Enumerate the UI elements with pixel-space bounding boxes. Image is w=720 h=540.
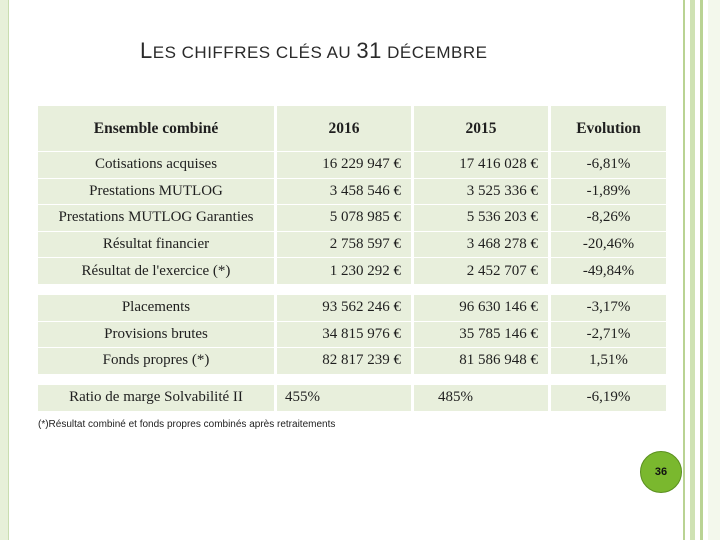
- table-row: Cotisations acquises 16 229 947 €17 416 0…: [38, 152, 666, 179]
- value-evolution: -1,89%: [551, 178, 666, 206]
- value-evolution: -8,26%: [551, 205, 666, 232]
- table-row: Résultat de l'exercice (*) 1 230 292 €2 4…: [38, 258, 666, 285]
- left-frame-border: [0, 0, 9, 540]
- row-label: Cotisations acquises: [38, 152, 274, 179]
- title-text: DÉCEMBRE: [381, 43, 488, 62]
- value-evolution: -20,46%: [551, 231, 666, 259]
- value-2016: 455%: [277, 385, 411, 412]
- header-evolution: Evolution: [551, 106, 666, 152]
- table-group-c: Ratio de marge Solvabilité II 455% 485% -6,…: [35, 385, 669, 412]
- header-2015: 2015: [414, 106, 548, 152]
- value-2016: 5 078 985 €: [277, 205, 411, 232]
- value-evolution: -6,81%: [551, 152, 666, 179]
- value-2016: 1 230 292 €: [277, 258, 411, 285]
- header-label: Ensemble combiné: [38, 106, 274, 152]
- row-label: Ratio de marge Solvabilité II: [38, 385, 274, 412]
- row-label: Prestations MUTLOG: [38, 178, 274, 206]
- value-2015: 3 525 336 €: [414, 178, 548, 206]
- value-2015: 17 416 028 €: [414, 152, 548, 179]
- value-2016: 2 758 597 €: [277, 231, 411, 259]
- table-header: Ensemble combiné 2016 2015 Evolution: [35, 106, 669, 152]
- value-2015: 35 785 146 €: [414, 321, 548, 349]
- value-2016: 16 229 947 €: [277, 152, 411, 179]
- value-2016: 82 817 239 €: [277, 348, 411, 375]
- value-2015: 81 586 948 €: [414, 348, 548, 375]
- row-label: Prestations MUTLOG Garanties: [38, 205, 274, 232]
- table-group-a: Cotisations acquises 16 229 947 €17 416 0…: [35, 152, 669, 285]
- row-label: Fonds propres (*): [38, 348, 274, 375]
- right-frame-band: [708, 0, 720, 540]
- slide-title: LES CHIFFRES CLÉS AU 31 DÉCEMBRE: [140, 38, 660, 64]
- value-2016: 34 815 976 €: [277, 321, 411, 349]
- value-2015: 96 630 146 €: [414, 295, 548, 322]
- value-2015: 485%: [414, 385, 548, 412]
- value-evolution: -49,84%: [551, 258, 666, 285]
- row-label: Résultat de l'exercice (*): [38, 258, 274, 285]
- right-frame-line: [700, 0, 703, 540]
- table-row: Prestations MUTLOG Garanties 5 078 985 €5…: [38, 205, 666, 232]
- table-row: Fonds propres (*) 82 817 239 €81 586 948 …: [38, 348, 666, 375]
- value-2016: 93 562 246 €: [277, 295, 411, 322]
- title-text: ES CHIFFRES CLÉS AU: [152, 43, 357, 62]
- table-row: Ratio de marge Solvabilité II 455% 485% -6,…: [38, 385, 666, 412]
- value-evolution: -2,71%: [551, 321, 666, 349]
- value-evolution: -3,17%: [551, 295, 666, 322]
- title-number: 31: [356, 38, 382, 63]
- table-row: Résultat financier 2 758 597 €3 468 278 €…: [38, 231, 666, 259]
- table-row: Placements 93 562 246 €96 630 146 € -3,17%: [38, 295, 666, 322]
- value-2015: 5 536 203 €: [414, 205, 548, 232]
- row-label: Placements: [38, 295, 274, 322]
- header-2016: 2016: [277, 106, 411, 152]
- value-evolution: 1,51%: [551, 348, 666, 375]
- value-2015: 3 468 278 €: [414, 231, 548, 259]
- value-2016: 3 458 546 €: [277, 178, 411, 206]
- right-frame-line: [683, 0, 685, 540]
- row-label: Résultat financier: [38, 231, 274, 259]
- value-evolution: -6,19%: [551, 385, 666, 412]
- title-initial: L: [140, 38, 153, 63]
- right-frame-line: [690, 0, 695, 540]
- value-2015: 2 452 707 €: [414, 258, 548, 285]
- footnote: (*)Résultat combiné et fonds propres com…: [38, 419, 336, 430]
- row-label: Provisions brutes: [38, 321, 274, 349]
- table-row: Provisions brutes 34 815 976 €35 785 146 …: [38, 321, 666, 349]
- table-row: Prestations MUTLOG 3 458 546 €3 525 336 €…: [38, 178, 666, 206]
- page-number-badge: 36: [640, 451, 682, 493]
- table-group-b: Placements 93 562 246 €96 630 146 € -3,17%…: [35, 295, 669, 375]
